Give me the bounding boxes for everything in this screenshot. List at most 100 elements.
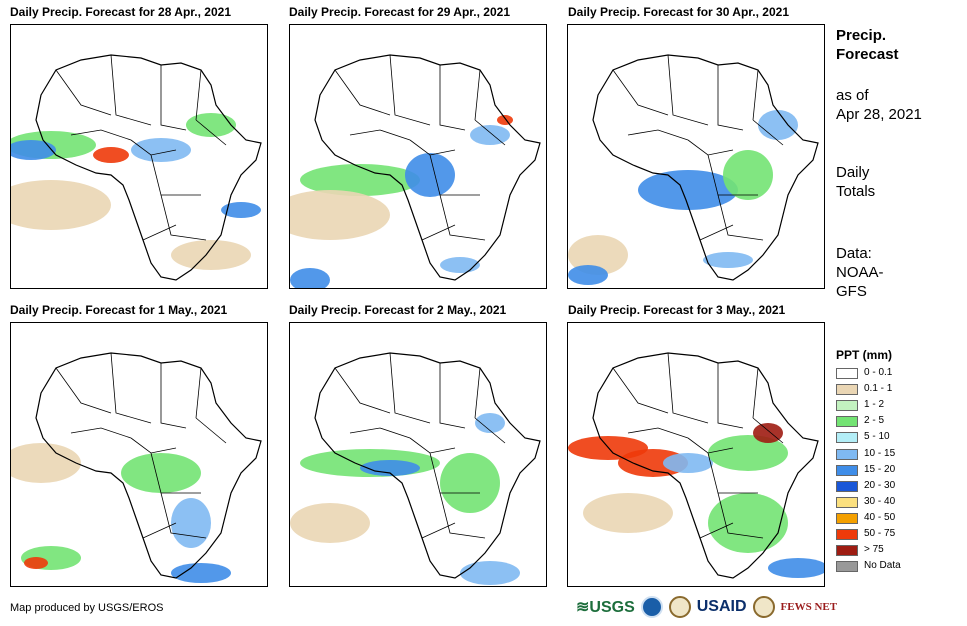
panel-title-1: Daily Precip. Forecast for 28 Apr., 2021 <box>10 5 231 19</box>
precip-area <box>723 150 773 200</box>
africa-coastline <box>314 352 541 579</box>
country-border <box>160 65 187 131</box>
legend-label: 5 - 10 <box>864 431 890 443</box>
precip-area <box>221 202 261 218</box>
country-border <box>612 69 669 116</box>
country-border <box>389 54 431 126</box>
map-credit: Map produced by USGS/EROS <box>10 602 164 614</box>
precip-area <box>583 493 673 533</box>
legend-label: 0 - 0.1 <box>864 367 893 378</box>
legend-label: 0.1 - 1 <box>864 383 893 395</box>
legend-label: 10 - 15 <box>864 447 896 459</box>
side-totals-line1: Daily <box>836 164 870 181</box>
country-border <box>409 139 456 156</box>
precip-area <box>360 460 420 476</box>
precip-area <box>470 125 510 145</box>
forecast-map-6 <box>567 322 825 587</box>
precip-area <box>405 153 455 197</box>
legend-label: > 75 <box>864 544 884 556</box>
country-border <box>334 367 391 414</box>
precip-area <box>768 558 824 578</box>
precip-area <box>460 561 520 585</box>
legend-swatch <box>836 432 858 444</box>
country-border <box>349 129 411 141</box>
country-border <box>717 194 764 241</box>
country-border <box>195 367 202 419</box>
precip-area <box>300 164 420 196</box>
country-border <box>612 367 669 414</box>
precip-area <box>171 498 211 548</box>
precip-area <box>131 138 191 162</box>
country-border <box>439 194 486 241</box>
country-border <box>717 363 744 429</box>
precip-area <box>121 453 201 493</box>
precip-area <box>186 113 236 137</box>
country-border <box>55 367 112 414</box>
africa-coastline <box>592 54 819 281</box>
country-border <box>421 522 456 539</box>
fews-net-logo: FEWS NET <box>780 601 838 613</box>
precip-area <box>663 453 713 473</box>
side-title-line1: Precip. <box>836 27 887 44</box>
country-border <box>752 367 759 419</box>
africa-coastline <box>314 54 541 281</box>
side-data-line2: NOAA- <box>836 264 884 281</box>
country-border <box>334 69 391 116</box>
country-border <box>439 65 466 131</box>
usaid-seal-icon <box>668 596 691 618</box>
side-asof-line2: Apr 28, 2021 <box>836 106 922 123</box>
country-border <box>474 69 481 121</box>
country-border <box>110 352 152 424</box>
precip-area <box>753 423 783 443</box>
noaa-logo-icon <box>640 596 663 618</box>
country-border <box>699 522 734 539</box>
side-title-line2: Forecast <box>836 46 899 63</box>
country-border <box>474 367 481 419</box>
legend-swatch <box>836 368 858 379</box>
country-border <box>627 427 689 439</box>
country-border <box>667 352 709 424</box>
country-border <box>699 224 734 241</box>
africa-map-graphic <box>11 352 262 583</box>
country-border <box>752 417 784 444</box>
country-border <box>195 69 202 121</box>
precip-area <box>290 503 370 543</box>
africa-map-graphic <box>11 54 262 281</box>
country-border <box>474 119 506 146</box>
legend-swatch <box>836 448 858 460</box>
precip-area <box>497 115 513 125</box>
africa-coastline <box>592 352 819 579</box>
legend-swatch <box>836 496 858 508</box>
precip-area <box>290 190 390 240</box>
legend-label: 1 - 2 <box>864 399 885 411</box>
country-border <box>349 427 411 439</box>
country-border <box>717 492 764 539</box>
side-data-line3: GFS <box>836 283 867 300</box>
panel-title-3: Daily Precip. Forecast for 30 Apr., 2021 <box>568 5 789 19</box>
panel-title-5: Daily Precip. Forecast for 2 May., 2021 <box>289 303 507 317</box>
country-border <box>421 224 456 241</box>
legend-label: 15 - 20 <box>864 463 896 475</box>
country-border <box>389 352 431 424</box>
country-border <box>142 522 177 539</box>
country-border <box>717 65 744 131</box>
country-border <box>409 437 456 454</box>
country-border <box>439 363 466 429</box>
forecast-map-1 <box>10 24 268 289</box>
country-border <box>160 194 207 241</box>
legend-swatch <box>836 416 858 428</box>
precip-area <box>171 240 251 270</box>
fews-globe-icon <box>752 596 775 618</box>
country-border <box>195 417 227 444</box>
side-asof-line1: as of <box>836 87 869 104</box>
panel-title-4: Daily Precip. Forecast for 1 May., 2021 <box>10 303 228 317</box>
legend-label: 2 - 5 <box>864 415 885 427</box>
precip-area <box>171 563 231 583</box>
legend-label: No Data <box>864 560 901 572</box>
legend-swatch <box>836 545 858 557</box>
legend-swatch <box>836 561 858 573</box>
precip-area <box>638 170 738 210</box>
side-totals-line2: Totals <box>836 183 876 200</box>
country-border <box>752 119 784 146</box>
panel-title-6: Daily Precip. Forecast for 3 May., 2021 <box>568 303 786 317</box>
